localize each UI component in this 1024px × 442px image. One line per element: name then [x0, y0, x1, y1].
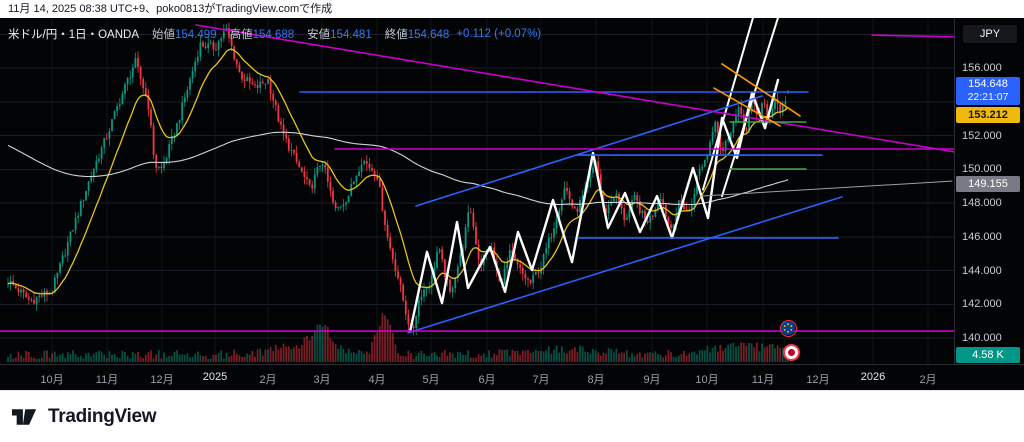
last-price-badge: 154.648 22:21:07 [956, 76, 1020, 105]
ohlc-close: 終値154.648 [384, 29, 450, 41]
time-axis-label: 10月 [695, 374, 719, 386]
price-tick-label: 150.000 [962, 163, 1002, 176]
eu-flag-icon [781, 321, 795, 335]
indicator-badge-yellow: 153.212 [956, 107, 1020, 124]
japan-flag-event-icon[interactable] [783, 344, 800, 361]
time-axis-label: 6月 [478, 374, 496, 386]
price-tick-label: 148.000 [962, 197, 1002, 209]
ohlc-low: 安値154.481 [307, 29, 372, 41]
time-axis-label: 8月 [587, 374, 605, 386]
chart-container: 米ドル/円・1日・OANDA 始値154.499 高値154.688 安値154… [0, 18, 1024, 390]
time-axis-label: 11月 [95, 374, 119, 386]
price-tick-label: 156.000 [962, 62, 1002, 74]
japan-flag-sun [788, 349, 795, 356]
last-price-value: 154.648 [968, 77, 1008, 90]
time-axis-label: 3月 [313, 374, 331, 386]
ohlc-high: 高値154.688 [229, 29, 295, 41]
time-axis-label: 12月 [150, 374, 174, 386]
price-axis[interactable]: 156.000 152.000 150.000 148.000 146.000 144.0… [954, 18, 1024, 364]
time-axis-label: 2025 [202, 371, 228, 383]
price-tick-label: 146.000 [962, 230, 1002, 243]
eu-flag-event-icon[interactable] [780, 320, 797, 337]
ohlc-open: 始値154.499 [152, 29, 217, 41]
footer-bar: TradingView [0, 390, 1024, 442]
time-axis-label: 11月 [751, 374, 775, 386]
price-tick-label: 140.000 [962, 332, 1002, 344]
price-tick-label: 144.000 [962, 264, 1002, 277]
price-tick-label: 142.000 [962, 298, 1002, 311]
tradingview-logo-icon[interactable] [12, 406, 40, 428]
time-axis-label: 5月 [422, 374, 440, 386]
chart-legend: 米ドル/円・1日・OANDA 始値154.499 高値154.688 安値154… [8, 26, 541, 42]
time-axis-label: 4月 [368, 374, 386, 386]
symbol-title[interactable]: 米ドル/円・1日・OANDA [8, 29, 139, 41]
time-axis[interactable]: 10月 11月 12月 2025 2月 3月 4月 5月 6月 7月 8月 9月 10月 11月 12月 20… [0, 364, 1024, 390]
time-axis-label: 10月 [40, 374, 64, 386]
tradingview-brand-text[interactable]: TradingView [48, 405, 157, 427]
price-tick-label: 152.000 [962, 129, 1002, 142]
time-axis-label: 2月 [259, 374, 277, 386]
change-value: +0.112 (+0.07%) [456, 28, 542, 40]
time-axis-label: 7月 [532, 374, 550, 386]
chart-canvas[interactable] [0, 18, 955, 364]
bar-countdown: 22:21:07 [967, 90, 1009, 103]
indicator-badge-gray: 149.155 [956, 175, 1020, 192]
currency-unit-button[interactable]: JPY [962, 24, 1018, 44]
attribution-bar: 11月 14, 2025 08:38 UTC+9、poko0813がTradin… [0, 0, 1024, 18]
time-axis-label: 12月 [806, 374, 830, 386]
time-axis-label: 2026 [860, 371, 886, 383]
time-axis-label: 2月 [919, 374, 937, 386]
time-axis-label: 9月 [643, 374, 661, 386]
volume-badge: 4.58 K [956, 347, 1020, 363]
